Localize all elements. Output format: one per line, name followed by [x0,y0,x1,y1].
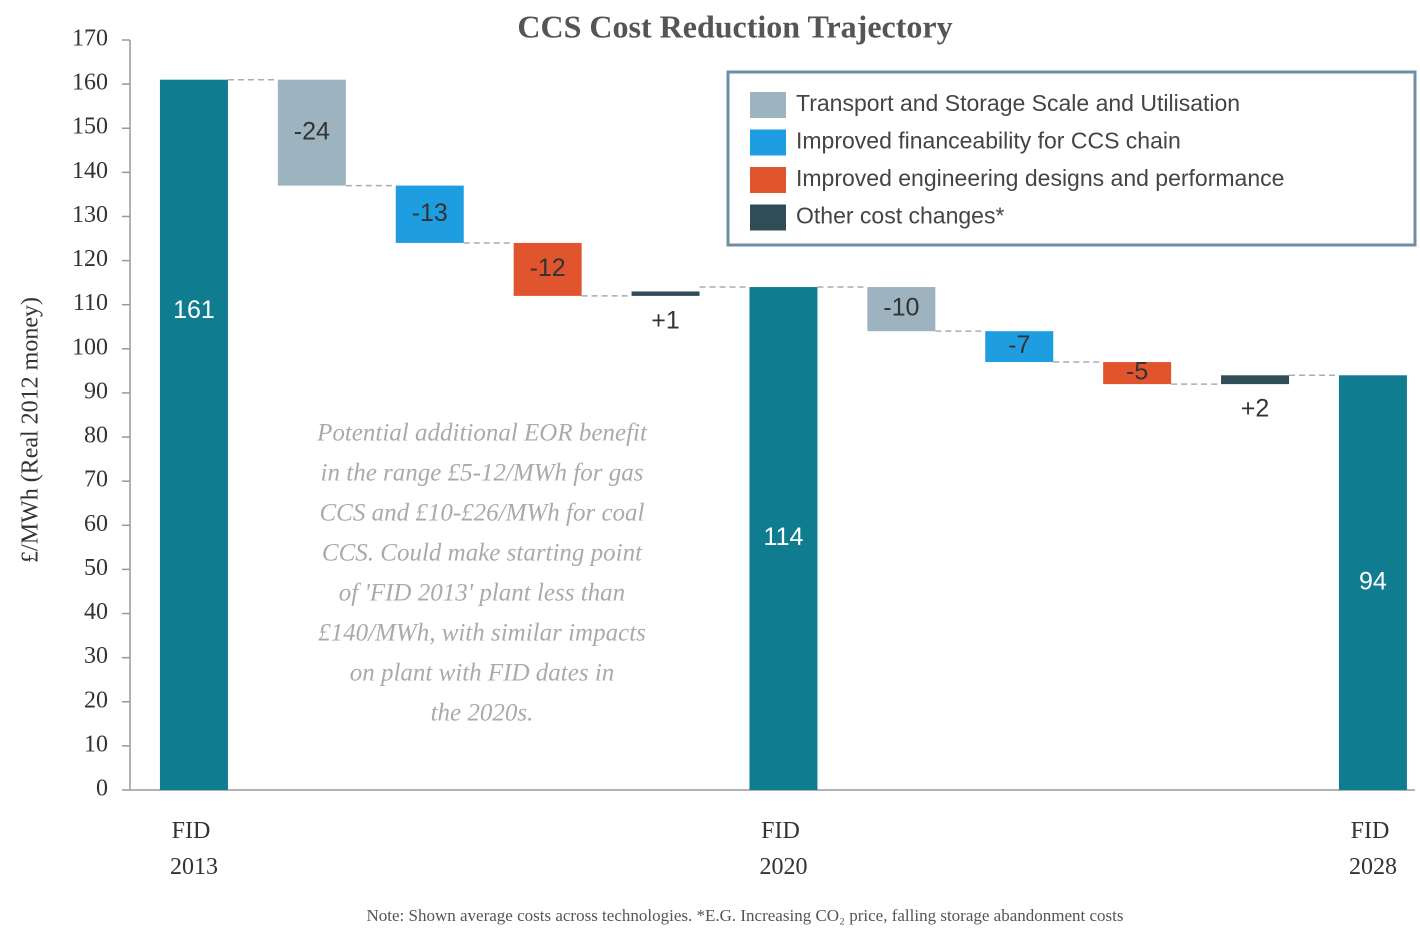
bar [867,287,936,332]
bar [749,287,818,790]
value-label: 94 [1359,567,1387,595]
value-label: +2 [1241,395,1270,423]
y-tick-label: 100 [72,334,108,360]
y-tick-label: 170 [72,26,108,52]
y-tick-label: 20 [84,687,108,713]
y-tick-label: 140 [72,158,108,184]
y-tick-label: 70 [84,467,108,493]
bar [277,79,346,186]
value-label: +1 [651,306,680,334]
bar [1103,362,1172,385]
y-tick-label: 130 [72,202,108,228]
y-tick-label: 90 [84,378,108,404]
annotation: CCS and £10-£26/MWh for coal [320,500,645,527]
y-tick-label: 50 [84,555,108,581]
x-tick-label: FID 2013 [170,818,218,880]
value-label: -7 [1008,331,1030,359]
y-tick-label: 40 [84,599,108,625]
y-tick-label: 110 [73,290,108,316]
y-tick-label: 120 [72,246,108,272]
y-tick-label: 80 [84,423,108,449]
value-label: -24 [294,117,330,145]
value-label: 114 [764,523,804,551]
bar [395,185,464,243]
annotation: in the range £5-12/MWh for gas [321,460,644,487]
legend-label: Other cost changes* [796,203,1004,229]
bar [1338,375,1407,790]
value-label: -10 [883,294,919,322]
annotation: the 2020s. [431,700,534,727]
value-label: -13 [412,199,448,227]
annotation: Potential additional EOR benefit [316,420,648,447]
bar [513,242,582,296]
value-label: -5 [1126,358,1148,386]
y-tick-label: 60 [84,511,108,537]
annotation: £140/MWh, with similar impacts [318,620,646,647]
y-tick-label: 160 [72,70,108,96]
annotation: of 'FID 2013' plant less than [339,580,625,607]
bar [1221,375,1290,385]
bar [985,331,1054,363]
value-label: 161 [173,296,215,324]
y-tick-label: 10 [84,731,108,757]
legend-swatch [750,204,786,231]
annotation: on plant with FID dates in [350,660,615,687]
legend-swatch [750,167,786,193]
chart-title: CCS Cost Reduction Trajectory [517,8,952,44]
legend-swatch [750,92,786,118]
y-tick-label: 30 [84,643,108,669]
legend-label: Transport and Storage Scale and Utilisat… [796,90,1240,116]
y-axis-label: £/MWh (Real 2012 money) [18,297,44,563]
x-tick-label: FID 2020 [759,818,807,880]
legend-label: Improved financeability for CCS chain [796,128,1181,154]
value-label: -12 [530,254,566,282]
legend-label: Improved engineering designs and perform… [796,165,1284,191]
bar [159,79,228,791]
bar [631,291,700,296]
footnote: Note: Shown average costs across technol… [366,906,1123,925]
x-tick-label: FID 2028 [1349,818,1397,880]
legend-swatch [750,129,786,156]
annotation: CCS. Could make starting point [322,540,643,567]
legend-box [726,70,1417,247]
y-tick-label: 0 [96,776,108,802]
y-tick-label: 150 [72,114,108,140]
